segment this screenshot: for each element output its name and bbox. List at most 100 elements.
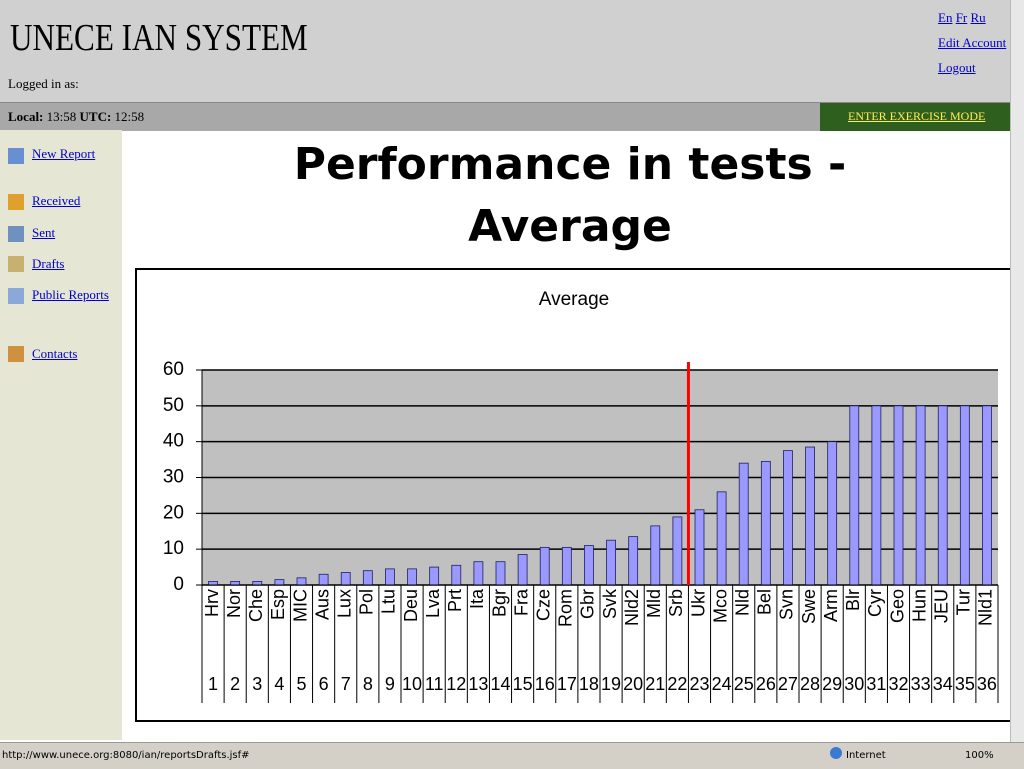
category-index: 7: [341, 674, 351, 694]
logout[interactable]: Logout: [938, 60, 976, 75]
category-index: 22: [667, 674, 687, 694]
bar: [783, 450, 793, 586]
bar: [915, 405, 926, 586]
category-index: 14: [490, 674, 510, 694]
nav-link[interactable]: Public Reports: [32, 287, 109, 302]
x-tick-label: Prt: [445, 589, 465, 612]
x-tick-label: Hun: [909, 589, 929, 622]
x-tick-label: Mld: [644, 589, 664, 618]
category-index: 16: [535, 674, 555, 694]
bar: [274, 579, 285, 586]
icon: [8, 288, 24, 304]
category-index: 24: [712, 674, 732, 694]
y-tick-label: 30: [163, 467, 184, 488]
icon: [8, 194, 24, 210]
bar: [849, 405, 860, 586]
bar: [871, 405, 882, 586]
icon: [8, 226, 24, 242]
x-tick-label: Ita: [467, 588, 487, 609]
bar: [959, 405, 970, 586]
category-index: 27: [778, 674, 798, 694]
category-index: 20: [623, 674, 643, 694]
category-index: 33: [911, 674, 931, 694]
bar: [672, 516, 683, 586]
exercise-button[interactable]: ENTER EXERCISE MODE: [848, 109, 986, 123]
x-tick-label: Pol: [357, 589, 377, 615]
nav-link[interactable]: New Report: [32, 146, 96, 161]
bar: [893, 405, 904, 586]
x-tick-label: Fra: [511, 588, 531, 616]
language-link[interactable]: Fr: [955, 10, 968, 25]
nav-link[interactable]: Sent: [32, 225, 56, 240]
scrollbar[interactable]: [1010, 0, 1024, 742]
bar: [606, 539, 616, 586]
nav-link[interactable]: Drafts: [32, 256, 65, 271]
x-tick-label: Nld2: [622, 589, 642, 626]
bar: [385, 568, 395, 586]
local-label: Local:: [8, 109, 44, 124]
x-tick-label: Esp: [268, 589, 288, 620]
category-index: 34: [933, 674, 953, 694]
x-tick-label: Svk: [600, 588, 620, 619]
language-link[interactable]: Ru: [970, 10, 986, 25]
slide-title: Performance in tests - Average: [293, 139, 847, 252]
category-index: 32: [888, 674, 908, 694]
x-tick-label: Aus: [312, 589, 332, 620]
status-bar: http://www.unece.org:8080/ian/reportsDra…: [0, 742, 1024, 769]
x-tick-label: Tur: [954, 589, 974, 615]
language-link[interactable]: En: [938, 10, 953, 25]
status-zoom[interactable]: 100%: [965, 750, 994, 761]
category-index: 4: [274, 674, 284, 694]
bar: [495, 561, 506, 586]
category-index: 13: [468, 674, 488, 694]
edit-account[interactable]: Edit Account: [938, 35, 1007, 50]
category-index: 21: [645, 674, 665, 694]
bar: [805, 446, 815, 586]
x-tick-label: Blr: [843, 589, 863, 611]
bar: [473, 561, 484, 586]
nav-link[interactable]: Received: [32, 193, 81, 208]
category-index: 3: [252, 674, 262, 694]
x-tick-label: Svn: [777, 589, 797, 620]
category-index: 11: [425, 674, 444, 694]
category-index: 2: [230, 674, 240, 694]
x-tick-label: Gbr: [578, 589, 598, 619]
icon: [8, 256, 24, 272]
bar: [517, 554, 528, 586]
category-index: 23: [689, 674, 709, 694]
x-tick-label: Lva: [423, 588, 443, 618]
x-tick-label: Rom: [556, 589, 576, 627]
bar: [561, 546, 572, 586]
utc-label: UTC:: [79, 109, 112, 124]
category-index: 1: [208, 674, 218, 694]
category-index: 25: [734, 674, 754, 694]
x-tick-label: MIC: [290, 589, 310, 622]
x-tick-label: Arm: [821, 589, 841, 622]
status-zone: Internet: [846, 750, 886, 761]
y-tick-label: 50: [163, 395, 184, 416]
chart-title: Average: [539, 289, 609, 310]
category-index: 26: [756, 674, 776, 694]
category-index: 31: [866, 674, 886, 694]
category-index: 17: [557, 674, 577, 694]
nav-link[interactable]: Contacts: [32, 346, 78, 361]
exercise-panel: ENTER EXERCISE MODE: [820, 103, 1010, 131]
bar: [738, 462, 749, 586]
zone-icon: [830, 747, 842, 759]
bar: [451, 564, 462, 586]
category-index: 10: [402, 674, 422, 694]
category-index: 29: [822, 674, 842, 694]
bar: [584, 545, 594, 586]
x-tick-label: Bgr: [489, 589, 509, 617]
bar: [362, 570, 373, 586]
category-index: 19: [601, 674, 621, 694]
language-links: En Fr Ru: [938, 10, 986, 26]
category-index: 9: [385, 674, 395, 694]
x-tick-label: JEU: [931, 589, 951, 623]
time-bar: Local: 13:58 UTC: 12:58 ENTER EXERCISE M…: [0, 102, 1010, 131]
app-title: UNECE IAN SYSTEM: [10, 17, 308, 59]
logged-in: Logged in as:: [8, 76, 79, 91]
y-tick-label: 0: [173, 574, 184, 595]
bar: [628, 536, 639, 586]
